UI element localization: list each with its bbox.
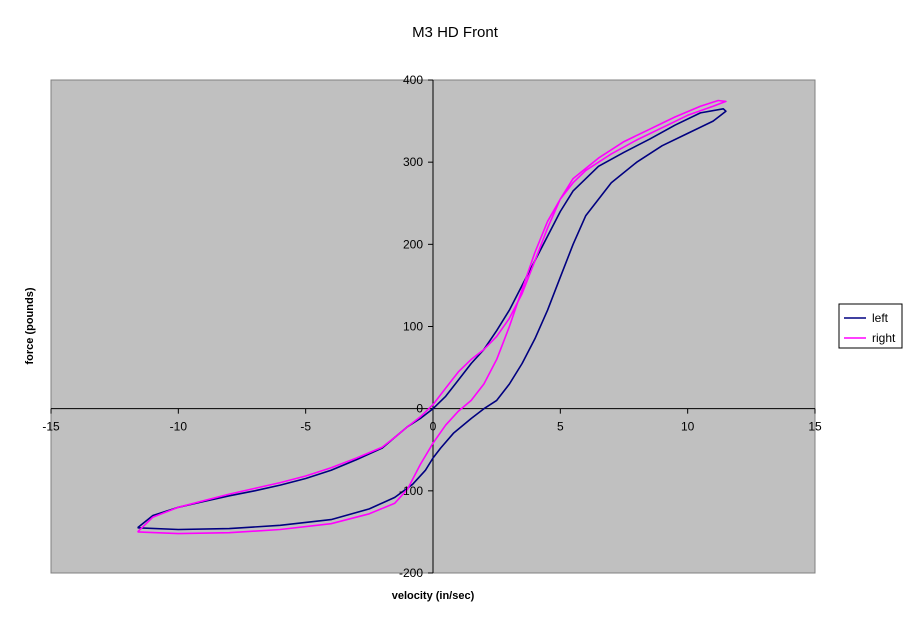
y-tick-label: 200 bbox=[403, 237, 423, 251]
x-tick-label: -15 bbox=[42, 420, 60, 434]
series-line-left bbox=[137, 108, 727, 531]
y-tick-label: 400 bbox=[403, 73, 423, 87]
x-axis-label: velocity (in/sec) bbox=[392, 590, 475, 602]
y-tick-label: -200 bbox=[399, 566, 423, 580]
x-tick-label: -10 bbox=[170, 420, 188, 434]
x-tick-label: 5 bbox=[557, 420, 564, 434]
tick-labels: -15 -10 -5 0 5 10 15 -200 -100 0 100 200 300 400 bbox=[42, 73, 822, 580]
y-tick-label: -100 bbox=[399, 484, 423, 498]
y-tick-label: 0 bbox=[416, 402, 423, 416]
legend-label-left: left bbox=[872, 311, 889, 325]
x-tick-label: 10 bbox=[681, 420, 695, 434]
y-tick-label: 300 bbox=[403, 155, 423, 169]
x-tick-label: 15 bbox=[808, 420, 822, 434]
series-line-right bbox=[137, 99, 727, 535]
y-axis-label: force (pounds) bbox=[24, 287, 36, 364]
legend-label-right: right bbox=[872, 331, 896, 345]
legend-box bbox=[838, 303, 903, 349]
legend: left right bbox=[838, 303, 903, 349]
x-tick-label: -5 bbox=[300, 420, 311, 434]
series-layer bbox=[137, 99, 727, 535]
x-tick-label: 0 bbox=[430, 420, 437, 434]
y-tick-label: 100 bbox=[403, 320, 423, 334]
chart-title: M3 HD Front bbox=[412, 24, 499, 41]
